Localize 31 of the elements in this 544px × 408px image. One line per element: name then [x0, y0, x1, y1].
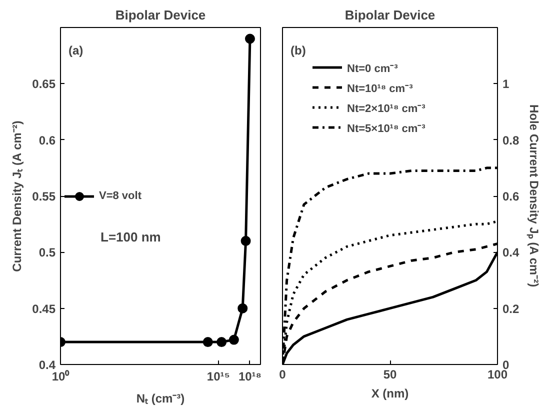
y-axis-title: Current Density Jₜ (A cm⁻²) — [10, 120, 24, 272]
y-tick-label: 0.45 — [32, 302, 56, 316]
x-tick-label: 100 — [487, 368, 508, 382]
annotation: L=100 nm — [100, 230, 161, 244]
y-tick-label: 0.6 — [38, 133, 56, 148]
legend-label: Nt=2×10¹⁸ cm⁻³ — [347, 102, 426, 114]
y2-axis-title: Hole Current Density Jₚ (A cm⁻²) — [526, 104, 542, 288]
x-tick-label: 50 — [383, 368, 397, 382]
y-tick-label: 0.65 — [32, 77, 56, 92]
y-tick-label: 0.2 — [502, 302, 520, 316]
legend-label: Nt=5×10¹⁸ cm⁻³ — [347, 122, 426, 134]
x-tick-label: 10⁰ — [52, 370, 70, 384]
y-tick-label: 0.4 — [502, 246, 520, 260]
y-tick-label: 1 — [502, 77, 510, 92]
chart-title: Bipolar Device — [344, 8, 436, 22]
x-axis-title: X (nm) — [371, 386, 409, 400]
y-tick-label: 0.5 — [38, 246, 56, 260]
annotation: (b) — [290, 44, 306, 58]
legend-label: V=8 volt — [99, 190, 142, 202]
x-axis-title: Nₜ (cm⁻³) — [136, 392, 185, 406]
y-tick-label: 0.6 — [502, 190, 520, 204]
x-tick-label: 10¹⁵ — [206, 370, 230, 384]
y-tick-label: 0.8 — [502, 133, 520, 148]
annotation: (a) — [68, 44, 84, 58]
chart-title: Bipolar Device — [115, 8, 206, 22]
legend-label: Nt=10¹⁸ cm⁻³ — [347, 82, 413, 94]
y-tick-label: 0.55 — [32, 190, 56, 204]
x-tick-label: 10¹⁸ — [238, 370, 262, 384]
legend-label: Nt=0 cm⁻³ — [347, 62, 398, 74]
x-tick-label: 0 — [279, 368, 286, 382]
y-tick-label: 0.4 — [38, 358, 56, 372]
